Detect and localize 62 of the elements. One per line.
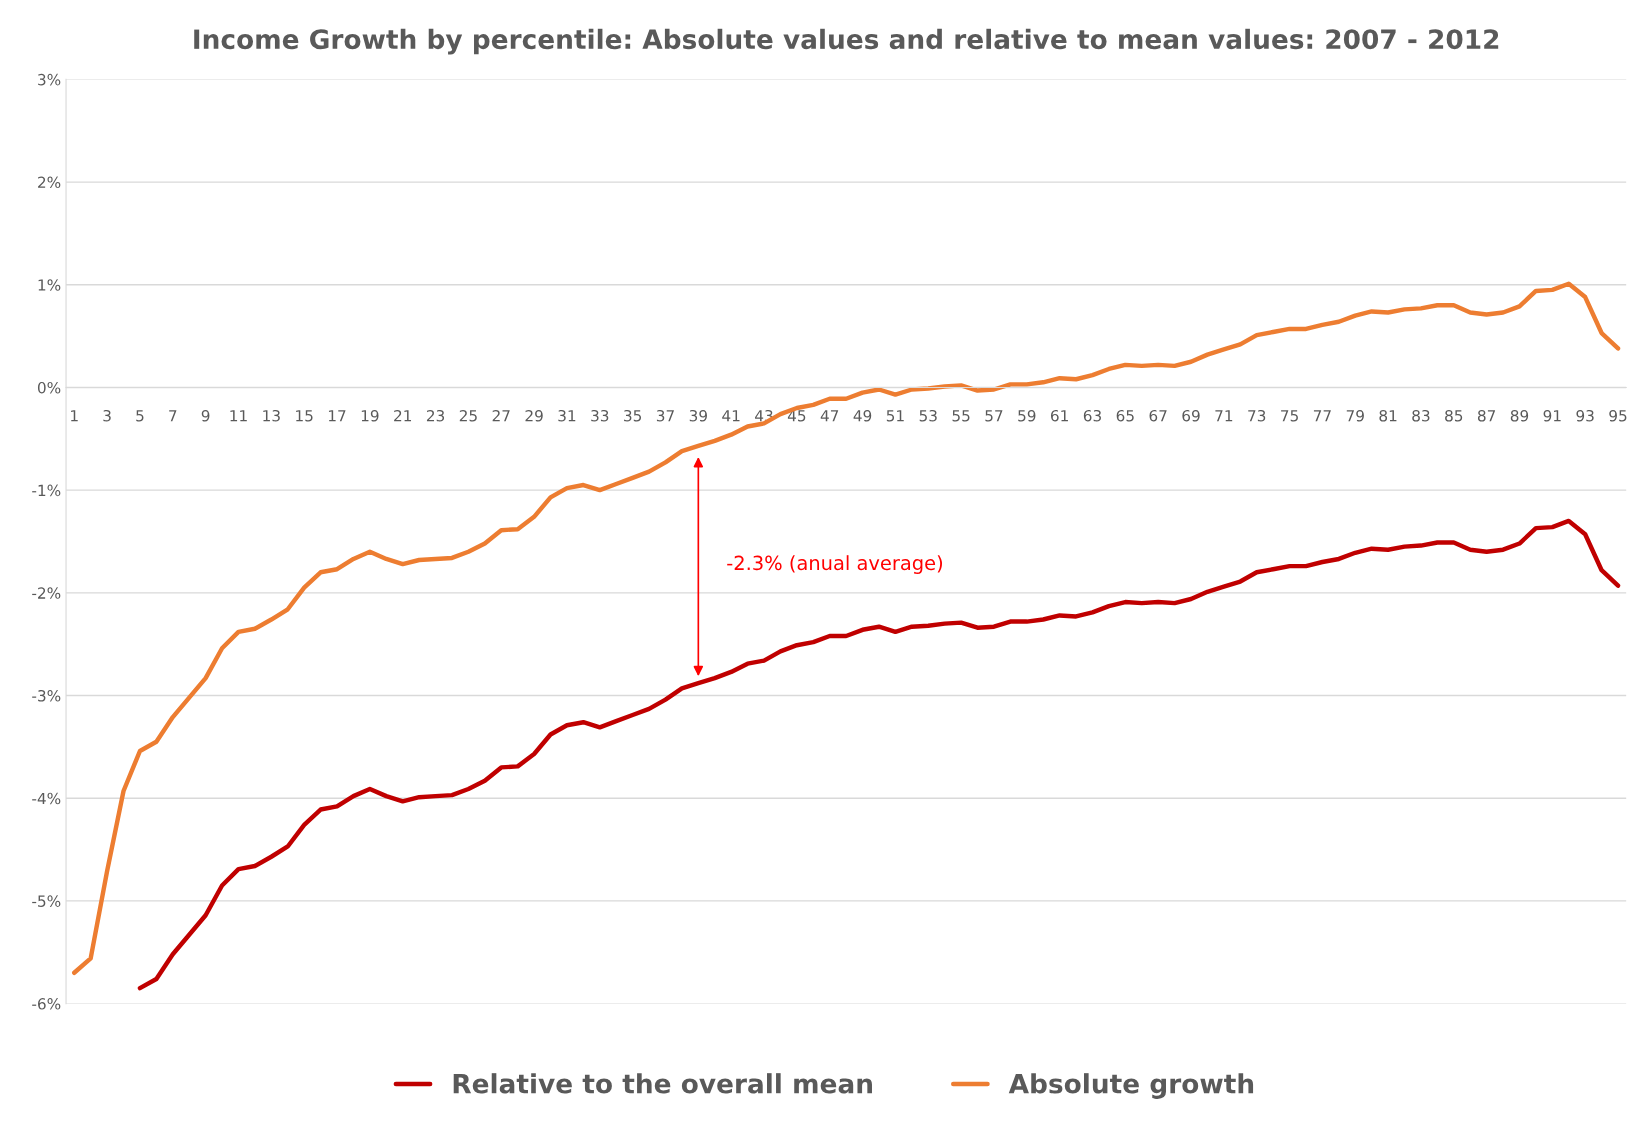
x-tick-label: 65 xyxy=(1116,409,1134,422)
x-tick-label: 83 xyxy=(1412,409,1430,422)
x-tick-label: 93 xyxy=(1576,409,1594,422)
x-tick-label: 61 xyxy=(1050,409,1068,422)
x-tick-label: 95 xyxy=(1609,409,1627,422)
y-tick-label: 3% xyxy=(38,73,61,86)
x-tick-label: 11 xyxy=(230,410,247,422)
x-tick-label: 13 xyxy=(263,409,280,422)
legend-label: Relative to the overall mean xyxy=(453,1073,872,1094)
y-tick-label: 1% xyxy=(38,279,61,291)
x-tick-label: 49 xyxy=(853,409,872,422)
x-tick-label: 9 xyxy=(201,409,210,422)
y-tick-label: -2% xyxy=(32,587,61,599)
x-tick-label: 71 xyxy=(1215,410,1233,422)
y-tick-label: 2% xyxy=(38,176,61,189)
x-tick-label: 5 xyxy=(136,410,144,422)
legend-label: Absolute growth xyxy=(1008,1073,1254,1099)
x-tick-label: 89 xyxy=(1510,409,1529,422)
x-tick-label: 67 xyxy=(1149,409,1167,422)
x-tick-label: 59 xyxy=(1018,409,1036,422)
y-tick-label: -5% xyxy=(32,895,61,907)
chart-title: Income Growth by percentile: Absolute values and relative to mean values: 2007 - 2012 xyxy=(194,28,1499,55)
x-tick-label: 17 xyxy=(328,410,346,422)
x-tick-label: 25 xyxy=(459,409,477,422)
x-tick-label: 75 xyxy=(1281,410,1298,422)
y-tick-label: -4% xyxy=(32,792,61,805)
x-tick-label: 77 xyxy=(1313,410,1331,422)
x-tick-label: 19 xyxy=(361,409,379,422)
x-tick-label: 15 xyxy=(296,410,313,422)
x-tick-label: 29 xyxy=(525,409,543,422)
x-tick-label: 37 xyxy=(656,409,674,422)
x-tick-label: 35 xyxy=(624,409,642,422)
x-tick-label: 47 xyxy=(820,410,839,422)
x-tick-label: 81 xyxy=(1379,409,1397,422)
x-tick-label: 21 xyxy=(394,409,412,422)
x-tick-label: 53 xyxy=(919,409,937,422)
x-tick-label: 69 xyxy=(1182,409,1200,422)
x-tick-label: 57 xyxy=(985,410,1003,422)
x-tick-label: 31 xyxy=(558,409,576,422)
y-tick-label: -3% xyxy=(32,689,61,702)
x-tick-label: 91 xyxy=(1543,409,1561,422)
x-tick-label: 63 xyxy=(1083,409,1101,422)
x-tick-label: 39 xyxy=(689,409,707,422)
x-tick-label: 87 xyxy=(1477,409,1496,422)
x-tick-label: 27 xyxy=(492,409,510,422)
y-tick-label: -6% xyxy=(32,998,61,1010)
x-tick-label: 7 xyxy=(169,410,177,422)
y-tick-label: -1% xyxy=(32,484,61,497)
annotation: -2.3% (anual average) xyxy=(727,555,943,574)
x-tick-label: 41 xyxy=(722,410,740,422)
x-tick-label: 1 xyxy=(71,410,78,422)
x-tick-label: 45 xyxy=(787,410,806,422)
x-tick-label: 85 xyxy=(1445,409,1463,422)
y-tick-label: 0% xyxy=(37,381,61,394)
x-tick-label: 51 xyxy=(886,410,904,422)
x-tick-label: 23 xyxy=(426,409,445,422)
x-tick-label: 79 xyxy=(1346,409,1364,422)
line-series xyxy=(137,518,1621,991)
x-tick-label: 33 xyxy=(591,409,609,422)
x-tick-label: 73 xyxy=(1248,409,1266,422)
x-tick-label: 55 xyxy=(952,410,970,422)
x-tick-label: 3 xyxy=(103,409,111,422)
